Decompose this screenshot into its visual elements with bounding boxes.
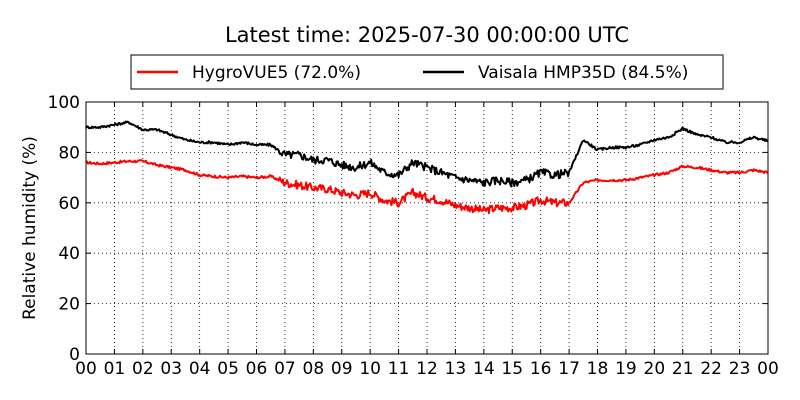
x-tick-label: 23 [729, 359, 751, 379]
y-tick-label: 0 [69, 345, 80, 365]
x-tick-label: 05 [217, 359, 239, 379]
x-tick-label: 20 [644, 359, 666, 379]
x-tick-label: 00 [757, 359, 779, 379]
x-tick-label: 09 [331, 359, 353, 379]
x-tick-label: 16 [530, 359, 552, 379]
x-tick-label: 08 [303, 359, 325, 379]
x-tick-label: 22 [700, 359, 722, 379]
y-tick-label: 60 [58, 194, 80, 214]
y-tick-label: 40 [58, 244, 80, 264]
x-tick-label: 15 [501, 359, 523, 379]
x-tick-label: 18 [587, 359, 609, 379]
x-tick-label: 13 [445, 359, 467, 379]
legend-label-hygrovue: HygroVUE5 (72.0%) [192, 63, 361, 83]
series-line-0 [86, 159, 769, 215]
legend: HygroVUE5 (72.0%) Vaisala HMP35D (84.5%) [130, 54, 724, 90]
x-tick-label: 21 [672, 359, 694, 379]
x-tick-label: 04 [189, 359, 211, 379]
x-tick-label: 12 [416, 359, 438, 379]
x-tick-label: 02 [132, 359, 154, 379]
series-layer [85, 120, 769, 215]
x-tick-label: 10 [359, 359, 381, 379]
x-tick-label: 14 [473, 359, 495, 379]
y-tick-label: 80 [58, 143, 80, 163]
y-tick-label: 100 [48, 93, 80, 113]
x-tick-label: 17 [558, 359, 580, 379]
grid [86, 102, 768, 354]
axis-ticks [85, 101, 769, 355]
chart-title: Latest time: 2025-07-30 00:00:00 UTC [225, 23, 629, 47]
x-tick-label: 19 [615, 359, 637, 379]
series-line-1 [85, 120, 768, 188]
x-tick-label: 06 [246, 359, 268, 379]
x-tick-label: 01 [104, 359, 126, 379]
x-tick-label: 03 [160, 359, 182, 379]
y-tick-labels: 0 20 40 60 80 100 [48, 93, 80, 365]
y-axis-label: Relative humidity (%) [20, 136, 40, 320]
y-tick-label: 20 [58, 295, 80, 315]
x-tick-labels: 00 01 02 03 04 05 06 07 08 09 10 11 12 13 14 15 16 17 18 19… [75, 359, 779, 379]
x-tick-label: 11 [388, 359, 410, 379]
x-tick-label: 00 [75, 359, 97, 379]
x-tick-label: 07 [274, 359, 296, 379]
legend-label-vaisala: Vaisala HMP35D (84.5%) [478, 63, 688, 83]
